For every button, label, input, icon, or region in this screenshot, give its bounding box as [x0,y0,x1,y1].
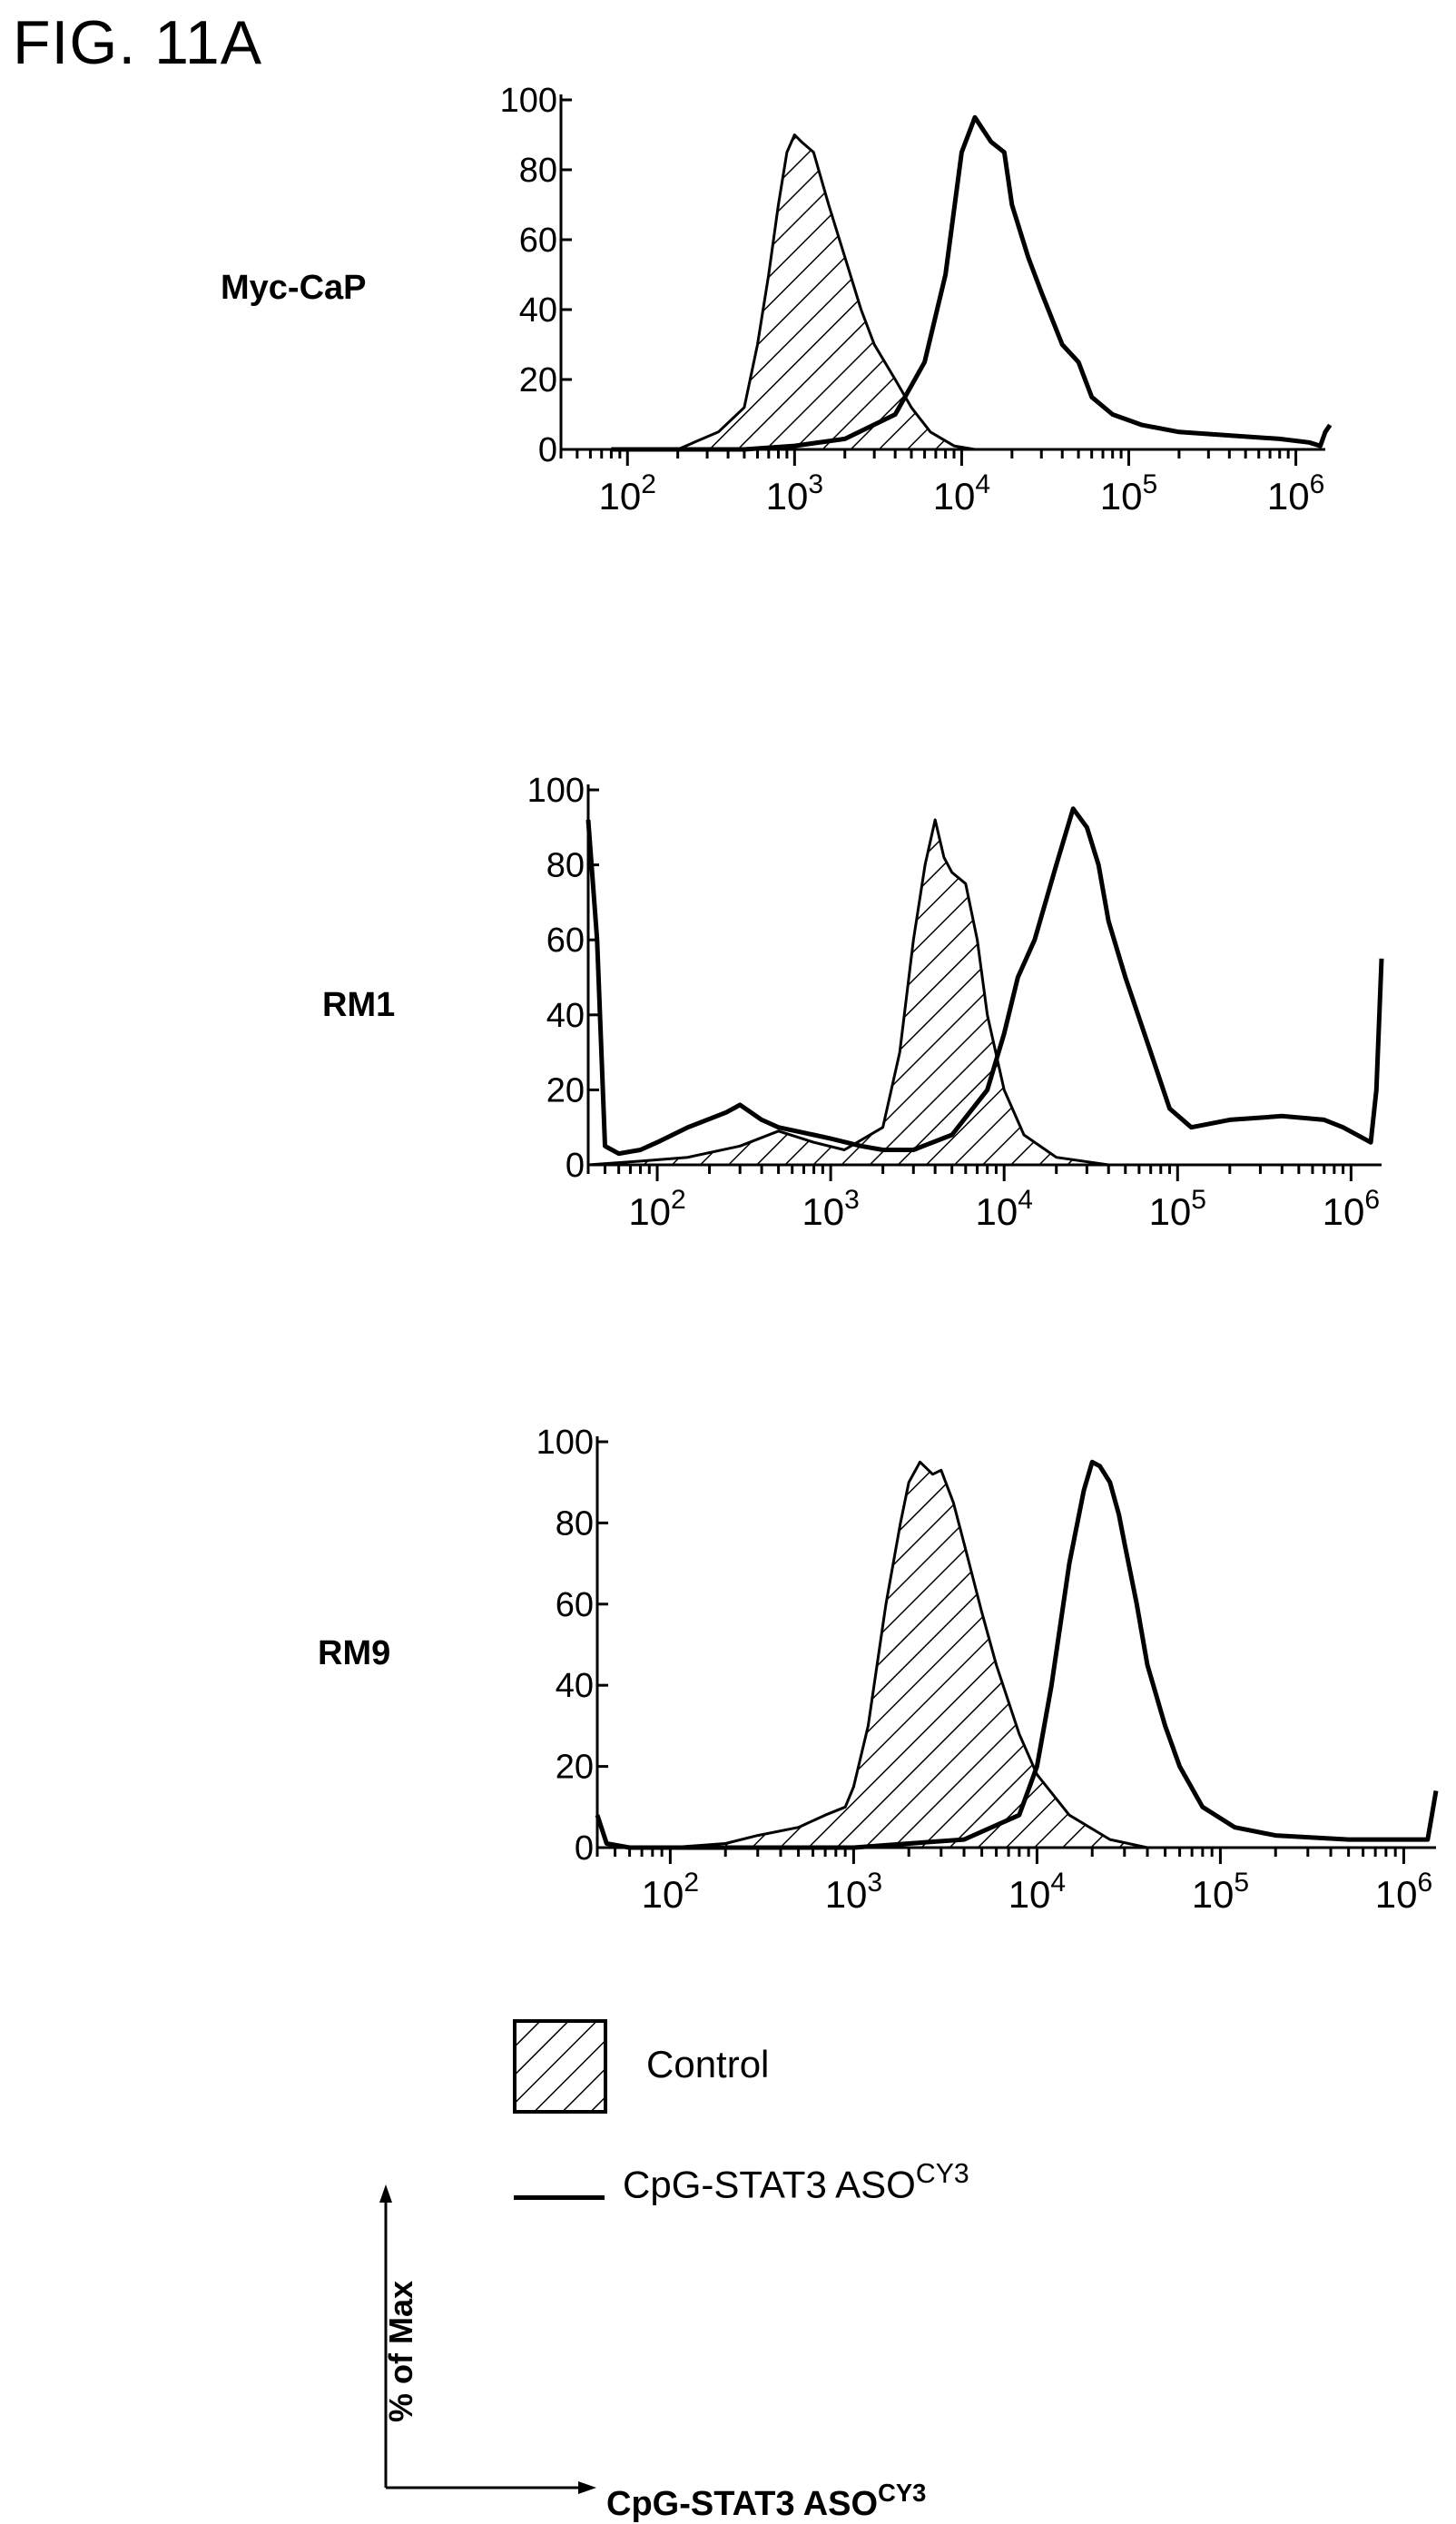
x-tick-label: 106 [1375,1868,1432,1916]
x-tick-label: 104 [1008,1868,1066,1916]
y-tick-label: 80 [519,152,557,190]
y-tick-label: 0 [538,431,557,469]
series-control-area [676,133,977,451]
panel-label-rm9: RM9 [318,1634,391,1672]
y-tick-label: 60 [546,922,585,960]
histogram-panel-rm9: 100 80 60 40 20 0 102 103 104 105 106 [536,1424,1439,1916]
legend-aso-line [514,2195,605,2200]
axis-key-arrows [379,2184,596,2494]
panel-label-rm1: RM1 [322,986,396,1024]
x-tick-label: 102 [599,469,656,518]
x-tick-label: 104 [933,469,990,518]
x-tick-label: 102 [628,1185,685,1233]
axis-key-x-label: CpG-STAT3 ASOCY3 [606,2479,927,2524]
legend-aso-label: CpG-STAT3 ASOCY3 [623,2159,969,2206]
y-tick-label: 40 [519,291,557,330]
x-tick-label: 103 [766,469,823,518]
x-tick-label: 102 [642,1868,699,1916]
figure-title: FIG. 11A [13,8,263,77]
x-tick-label: 105 [1149,1185,1206,1233]
y-tick-label: 60 [519,222,557,260]
series-control-area [586,818,1110,1167]
x-tick-label: 103 [825,1868,882,1916]
y-tick-label: 80 [556,1504,594,1543]
y-tick-label: 20 [519,361,557,399]
y-tick-label: 100 [500,82,557,120]
y-tick-label: 40 [546,997,585,1035]
y-tick-label: 20 [546,1071,585,1109]
legend-control-swatch [513,2019,607,2114]
x-tick-label: 105 [1192,1868,1249,1916]
axis-key-y-label: % of Max [382,2280,419,2423]
histogram-panel-myc-cap: 100 80 60 40 20 0 102 103 104 105 106 [500,82,1333,518]
x-tick-label: 103 [802,1185,859,1233]
panel-label-myc-cap: Myc-CaP [221,269,367,307]
histogram-plots: 100 80 60 40 20 0 102 103 104 105 106 100 80 60 40 20 0… [500,82,1439,1916]
y-tick-label: 0 [566,1147,585,1185]
legend-control-label: Control [646,2043,770,2085]
x-tick-label: 106 [1267,469,1324,518]
y-tick-label: 0 [575,1829,594,1868]
y-tick-label: 40 [556,1667,594,1705]
y-tick-label: 100 [536,1424,594,1462]
x-tick-label: 106 [1323,1185,1380,1233]
y-tick-label: 20 [556,1749,594,1787]
histogram-panel-rm1: 100 80 60 40 20 0 102 103 104 105 106 [527,772,1384,1233]
series-aso-line [611,114,1333,452]
series-control-area [668,1460,1149,1849]
y-tick-label: 80 [546,847,585,885]
series-aso-line [595,1459,1439,1850]
y-tick-label: 100 [527,772,585,810]
x-tick-label: 104 [975,1185,1032,1233]
series-aso-line [585,806,1384,1157]
x-tick-label: 105 [1100,469,1157,518]
y-tick-label: 60 [556,1586,594,1624]
